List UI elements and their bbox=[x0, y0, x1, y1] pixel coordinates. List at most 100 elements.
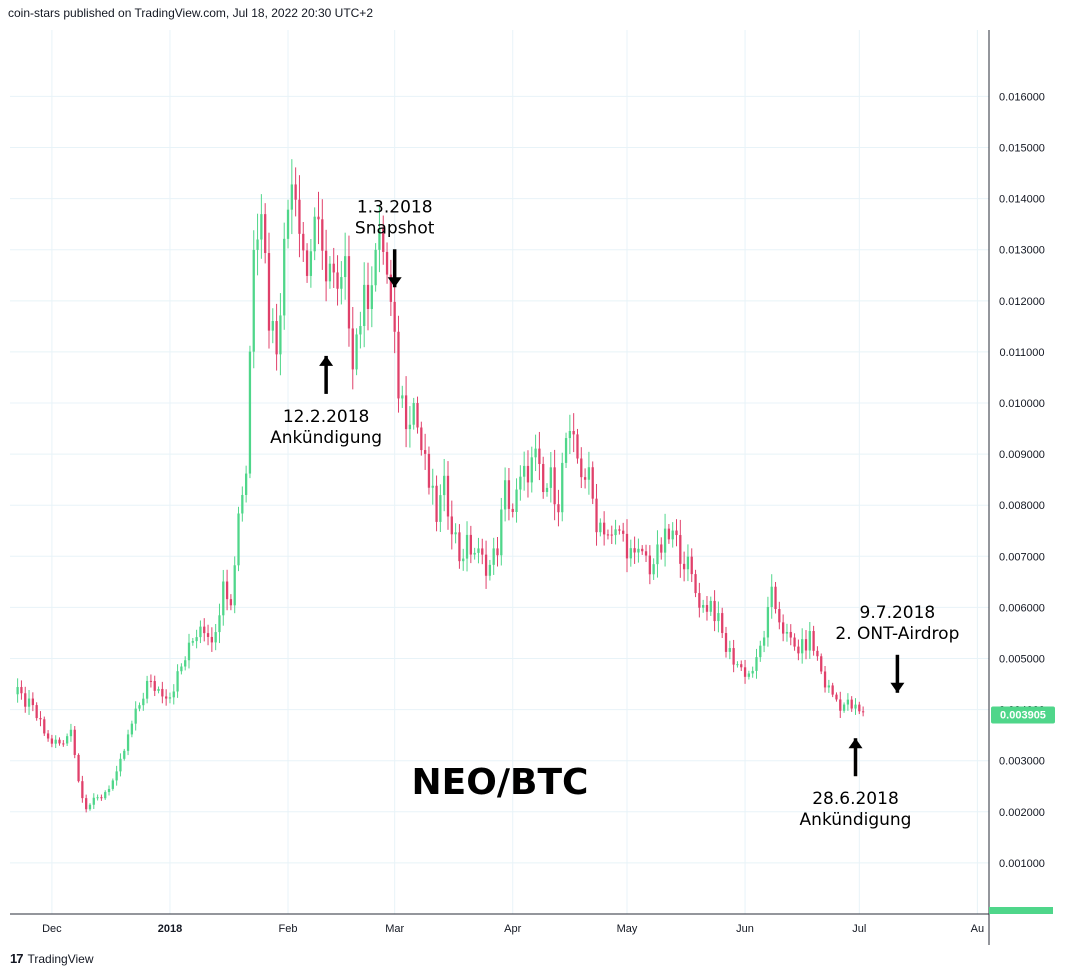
candle bbox=[641, 545, 644, 555]
candle bbox=[637, 538, 640, 563]
candle bbox=[561, 452, 564, 522]
candle bbox=[568, 414, 572, 455]
candle bbox=[142, 692, 145, 711]
candle bbox=[736, 661, 739, 668]
tradingview-brand: TradingView bbox=[27, 951, 94, 966]
price-axis[interactable]: 0.0010000.0020000.0030000.0040000.005000… bbox=[999, 91, 1045, 869]
time-axis[interactable]: Dec 2018 Feb Mar Apr May Jun Jul Au bbox=[42, 923, 984, 935]
candle bbox=[191, 637, 194, 646]
x-tick-label: Dec bbox=[42, 923, 62, 935]
candlestick-chart[interactable]: 0.0010000.0020000.0030000.0040000.005000… bbox=[0, 0, 1069, 945]
candle bbox=[469, 525, 472, 564]
candle bbox=[724, 626, 728, 658]
candle bbox=[732, 639, 735, 673]
candle bbox=[755, 648, 758, 679]
candle bbox=[728, 640, 731, 660]
candle bbox=[770, 574, 773, 619]
candle bbox=[107, 785, 111, 796]
annotation-text: Snapshot bbox=[355, 218, 435, 238]
candle bbox=[279, 293, 282, 376]
candle bbox=[359, 311, 362, 349]
candle bbox=[218, 603, 221, 644]
candle bbox=[496, 536, 499, 567]
candle bbox=[62, 740, 65, 747]
candle bbox=[823, 666, 827, 693]
candle bbox=[248, 345, 252, 479]
candle bbox=[633, 536, 636, 564]
candle bbox=[808, 622, 811, 659]
candle bbox=[656, 530, 659, 578]
candle bbox=[340, 261, 343, 305]
candle bbox=[625, 519, 629, 573]
candle bbox=[435, 475, 438, 532]
candle bbox=[290, 159, 293, 235]
candle bbox=[420, 421, 423, 456]
candle bbox=[176, 664, 179, 698]
candle bbox=[168, 692, 172, 704]
candle bbox=[351, 307, 354, 390]
candle bbox=[492, 537, 495, 575]
candle bbox=[222, 569, 225, 626]
candle bbox=[149, 674, 153, 688]
candle bbox=[172, 684, 175, 705]
candle bbox=[473, 547, 476, 560]
candle bbox=[401, 385, 404, 408]
candle bbox=[743, 660, 747, 684]
candle bbox=[538, 431, 541, 481]
y-tick-label: 0.008000 bbox=[999, 500, 1045, 512]
candle bbox=[427, 446, 431, 495]
candle bbox=[842, 702, 846, 713]
candle bbox=[599, 518, 602, 537]
candle bbox=[145, 675, 149, 704]
candle bbox=[241, 486, 244, 522]
candle bbox=[50, 734, 54, 748]
tradingview-logo-icon: 17 bbox=[10, 951, 24, 966]
x-tick-label: 2018 bbox=[158, 923, 182, 935]
candle bbox=[622, 522, 625, 542]
candle bbox=[606, 529, 610, 540]
candle bbox=[16, 678, 19, 703]
candle bbox=[416, 396, 419, 434]
candle bbox=[564, 432, 568, 469]
candle bbox=[35, 702, 38, 721]
grid-lines bbox=[10, 30, 989, 914]
candle bbox=[782, 614, 785, 642]
candle bbox=[69, 723, 73, 742]
candle bbox=[789, 624, 792, 646]
candle bbox=[385, 242, 389, 284]
candle bbox=[165, 689, 168, 706]
candle bbox=[397, 315, 400, 413]
candle bbox=[24, 686, 27, 713]
candle bbox=[31, 692, 34, 712]
candle bbox=[500, 497, 503, 566]
y-tick-label: 0.006000 bbox=[999, 602, 1045, 614]
candle bbox=[229, 594, 233, 611]
candle bbox=[283, 222, 286, 330]
candle bbox=[602, 511, 606, 546]
candle bbox=[184, 656, 187, 671]
candle bbox=[484, 540, 488, 589]
candle bbox=[553, 449, 556, 521]
candle bbox=[344, 232, 347, 300]
candle bbox=[648, 545, 651, 585]
x-tick-label: May bbox=[617, 923, 638, 935]
candle bbox=[858, 701, 861, 715]
candle bbox=[20, 680, 23, 700]
candle bbox=[126, 729, 130, 756]
annotation-text: Ankündigung bbox=[800, 810, 912, 830]
candle bbox=[747, 670, 751, 680]
candle bbox=[801, 628, 804, 664]
candle bbox=[850, 696, 853, 712]
candle bbox=[785, 623, 789, 642]
candle bbox=[443, 458, 446, 512]
candle bbox=[260, 194, 263, 259]
candle bbox=[816, 646, 819, 661]
candle bbox=[702, 599, 705, 613]
candle bbox=[81, 775, 84, 803]
candle bbox=[762, 630, 766, 653]
candle bbox=[682, 551, 686, 582]
candle bbox=[587, 451, 591, 495]
